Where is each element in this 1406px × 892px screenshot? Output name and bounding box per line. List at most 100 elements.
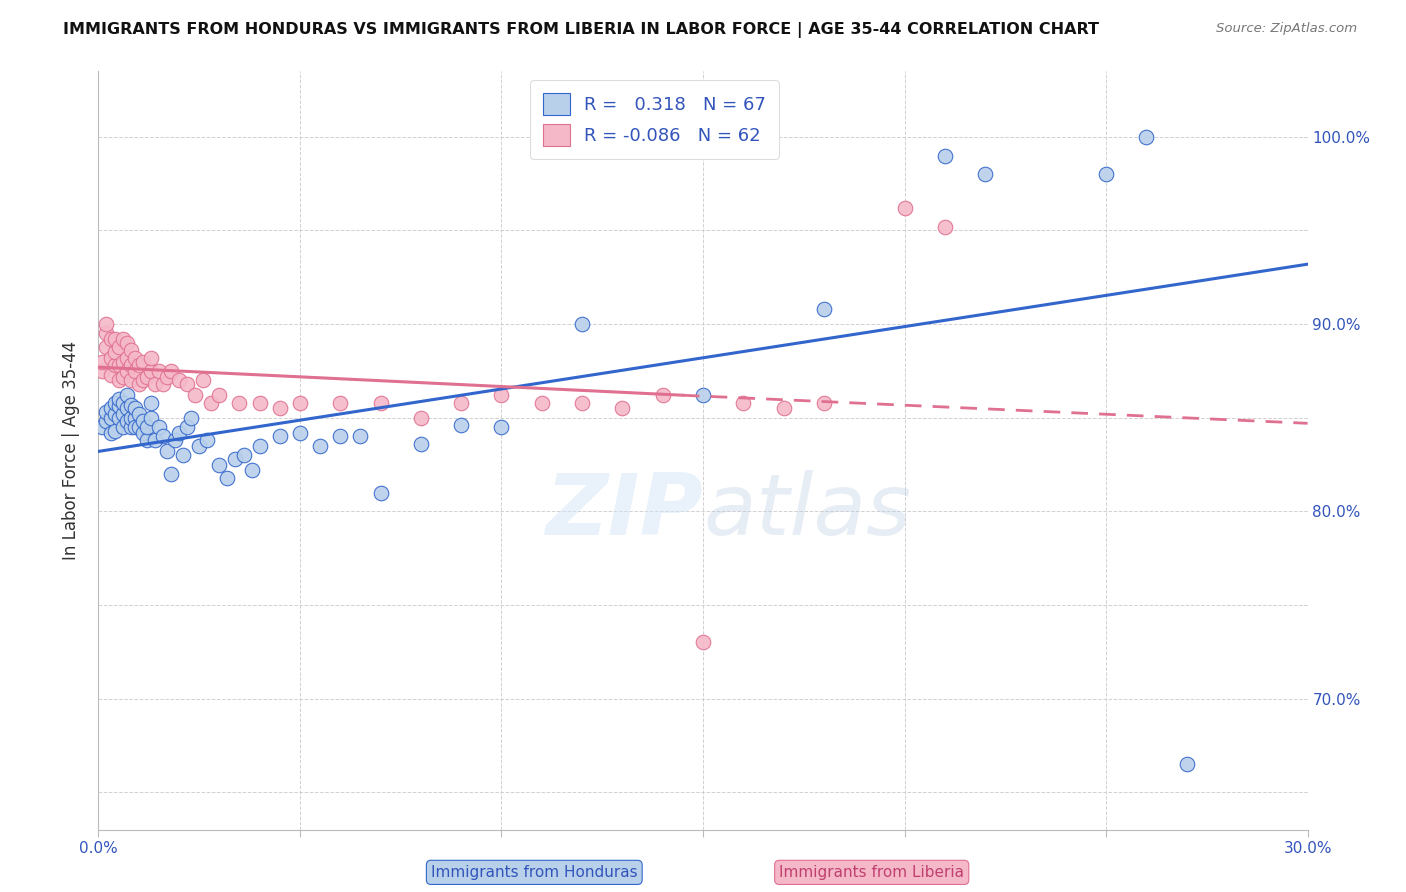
Point — [111, 354, 134, 368]
Point — [571, 317, 593, 331]
Point — [692, 388, 714, 402]
Point — [91, 420, 114, 434]
Point — [111, 420, 134, 434]
Point — [934, 219, 956, 234]
Point — [288, 395, 311, 409]
Point — [143, 433, 166, 447]
Point — [96, 414, 118, 428]
Point — [91, 354, 114, 368]
Point — [96, 340, 118, 354]
Point — [132, 414, 155, 428]
Point — [96, 405, 118, 419]
Point — [124, 364, 146, 378]
Point — [120, 410, 142, 425]
Legend: R =   0.318   N = 67, R = -0.086   N = 62: R = 0.318 N = 67, R = -0.086 N = 62 — [530, 80, 779, 159]
Point — [167, 425, 190, 440]
Point — [107, 359, 129, 373]
Point — [96, 317, 118, 331]
Point — [115, 335, 138, 350]
Point — [100, 425, 122, 440]
Point — [128, 376, 150, 391]
Point — [132, 373, 155, 387]
Point — [813, 395, 835, 409]
Point — [120, 420, 142, 434]
Point — [132, 354, 155, 368]
Point — [103, 345, 125, 359]
Point — [491, 420, 513, 434]
Y-axis label: In Labor Force | Age 35-44: In Labor Force | Age 35-44 — [62, 341, 80, 560]
Text: ZIP: ZIP — [546, 469, 703, 553]
Point — [115, 401, 138, 416]
Point — [160, 364, 183, 378]
Point — [139, 364, 162, 378]
Point — [124, 351, 146, 365]
Point — [409, 437, 432, 451]
Point — [450, 395, 472, 409]
Point — [176, 420, 198, 434]
Point — [143, 376, 166, 391]
Text: Immigrants from Honduras: Immigrants from Honduras — [432, 865, 637, 880]
Point — [152, 429, 174, 443]
Point — [450, 418, 472, 433]
Text: Source: ZipAtlas.com: Source: ZipAtlas.com — [1216, 22, 1357, 36]
Point — [111, 407, 134, 421]
Point — [571, 395, 593, 409]
Point — [240, 463, 263, 477]
Point — [100, 410, 122, 425]
Point — [934, 148, 956, 162]
Point — [96, 326, 118, 341]
Point — [217, 470, 239, 484]
Point — [139, 395, 162, 409]
Point — [491, 388, 513, 402]
Text: atlas: atlas — [703, 469, 911, 553]
Point — [100, 332, 122, 346]
Point — [370, 395, 392, 409]
Point — [1175, 757, 1198, 772]
Point — [163, 433, 186, 447]
Point — [107, 340, 129, 354]
Point — [184, 388, 207, 402]
Point — [193, 373, 215, 387]
Point — [612, 401, 634, 416]
Point — [100, 401, 122, 416]
Point — [103, 407, 125, 421]
Point — [139, 351, 162, 365]
Point — [128, 359, 150, 373]
Point — [156, 369, 179, 384]
Point — [349, 429, 371, 443]
Point — [135, 369, 157, 384]
Point — [91, 364, 114, 378]
Point — [1095, 167, 1118, 181]
Point — [180, 410, 202, 425]
Point — [103, 359, 125, 373]
Point — [228, 395, 250, 409]
Point — [288, 425, 311, 440]
Point — [329, 429, 352, 443]
Point — [115, 351, 138, 365]
Point — [128, 420, 150, 434]
Point — [370, 485, 392, 500]
Point — [329, 395, 352, 409]
Point — [148, 364, 170, 378]
Point — [269, 401, 291, 416]
Point — [128, 407, 150, 421]
Point — [107, 400, 129, 414]
Text: Immigrants from Liberia: Immigrants from Liberia — [779, 865, 965, 880]
Point — [103, 395, 125, 409]
Point — [772, 401, 794, 416]
Point — [115, 388, 138, 402]
Point — [111, 395, 134, 409]
Point — [111, 369, 134, 384]
Point — [107, 373, 129, 387]
Point — [152, 376, 174, 391]
Point — [249, 395, 271, 409]
Point — [974, 167, 997, 181]
Point — [651, 388, 673, 402]
Point — [167, 373, 190, 387]
Point — [195, 433, 218, 447]
Point — [200, 395, 222, 409]
Point — [188, 439, 211, 453]
Point — [172, 448, 194, 462]
Point — [269, 429, 291, 443]
Point — [100, 368, 122, 382]
